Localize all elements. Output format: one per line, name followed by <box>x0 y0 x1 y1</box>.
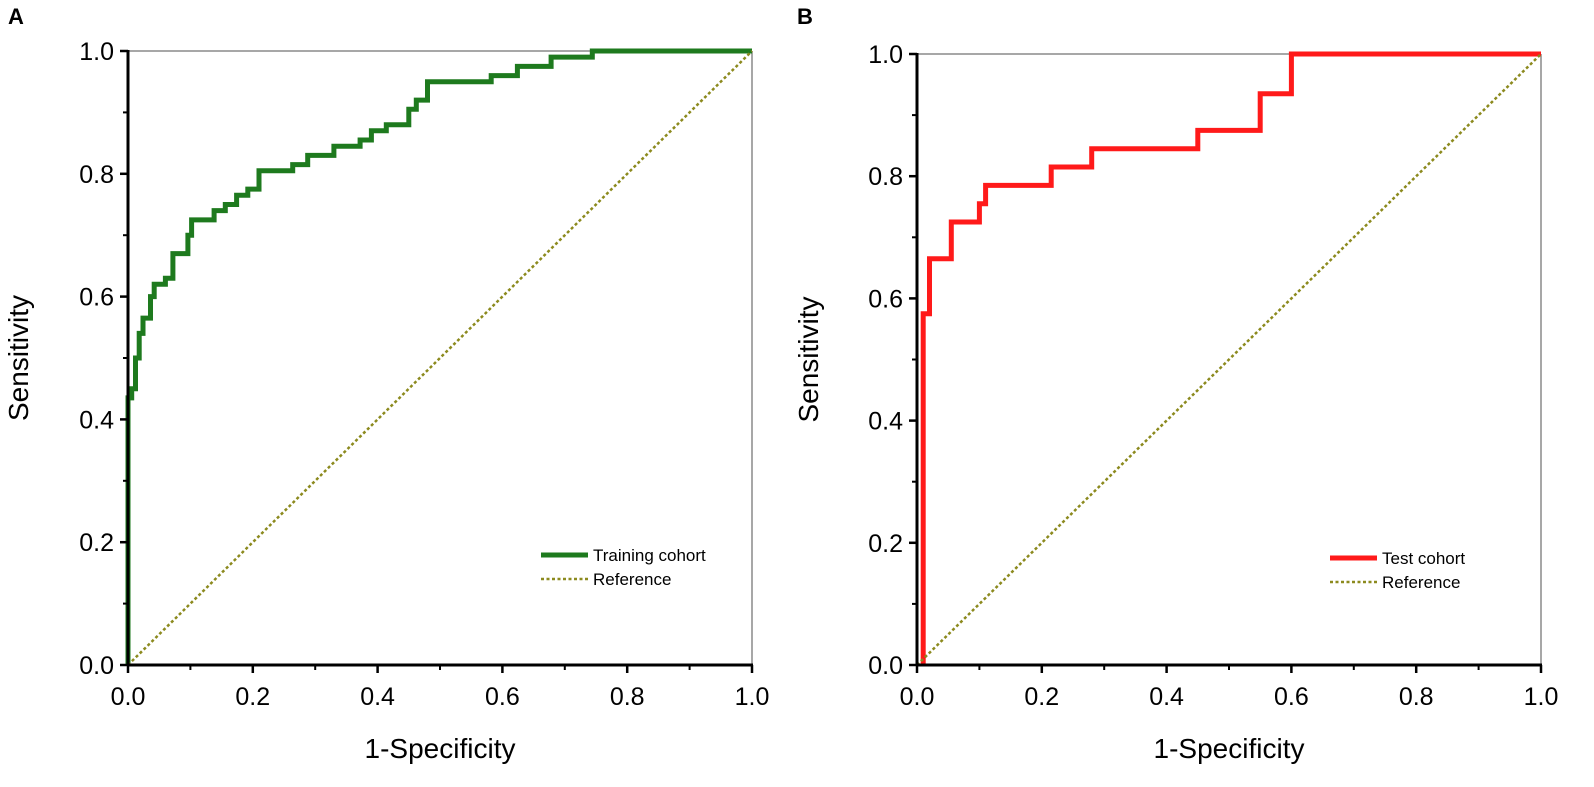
x-tick-label: 0.2 <box>1024 683 1059 711</box>
x-tick-label: 0.8 <box>610 683 645 711</box>
panel-label: B <box>797 4 813 29</box>
legend-label: Reference <box>593 570 671 589</box>
x-tick-label: 0.4 <box>1149 683 1184 711</box>
roc-curve-line <box>920 51 1541 665</box>
x-tick-label: 0.6 <box>485 683 520 711</box>
legend-label: Reference <box>1382 573 1460 592</box>
legend-label: Training cohort <box>593 546 706 565</box>
x-tick-label: 1.0 <box>735 683 770 711</box>
y-axis-title: Sensitivity <box>793 296 824 422</box>
y-tick-label: 0.0 <box>79 652 114 680</box>
legend: Training cohort Reference <box>541 546 706 589</box>
y-tick-label: 0.8 <box>868 163 903 191</box>
x-tick-label: 0.4 <box>360 683 395 711</box>
roc-curve-line <box>125 48 752 665</box>
legend: Test cohort Reference <box>1330 549 1465 592</box>
x-tick-label: 0.6 <box>1274 683 1309 711</box>
legend-label: Test cohort <box>1382 549 1465 568</box>
y-tick-label: 0.2 <box>868 530 903 558</box>
y-tick-label: 0.0 <box>868 652 903 680</box>
chart-panel-b: B 0.0 0.2 0.4 0.6 0.8 1.0 0.0 0.2 0.4 0.6 0.8 1.0 1-S… <box>793 4 1558 764</box>
x-tick-label: 0.0 <box>111 683 146 711</box>
x-tick-label: 0.8 <box>1399 683 1434 711</box>
x-axis-title: 1-Specificity <box>365 733 516 764</box>
y-axis-title: Sensitivity <box>3 295 34 421</box>
x-tick-label: 0.0 <box>900 683 935 711</box>
y-tick-label: 0.6 <box>868 285 903 313</box>
chart-panel-a: A 0.0 0.2 0.4 0.6 0.8 1.0 0.0 0.2 0.4 0.6 0.8 1.0 1-S… <box>3 4 769 764</box>
y-tick-label: 0.2 <box>79 529 114 557</box>
reference-line <box>916 53 1542 666</box>
y-tick-label: 0.6 <box>79 284 114 312</box>
reference-line <box>127 50 753 666</box>
y-tick-label: 1.0 <box>868 41 903 69</box>
y-tick-label: 0.4 <box>868 408 903 436</box>
x-tick-label: 0.2 <box>235 683 270 711</box>
y-tick-label: 1.0 <box>79 38 114 66</box>
y-tick-label: 0.4 <box>79 406 114 434</box>
panel-label: A <box>8 4 24 29</box>
x-axis-title: 1-Specificity <box>1154 733 1305 764</box>
x-tick-label: 1.0 <box>1524 683 1559 711</box>
y-tick-label: 0.8 <box>79 161 114 189</box>
